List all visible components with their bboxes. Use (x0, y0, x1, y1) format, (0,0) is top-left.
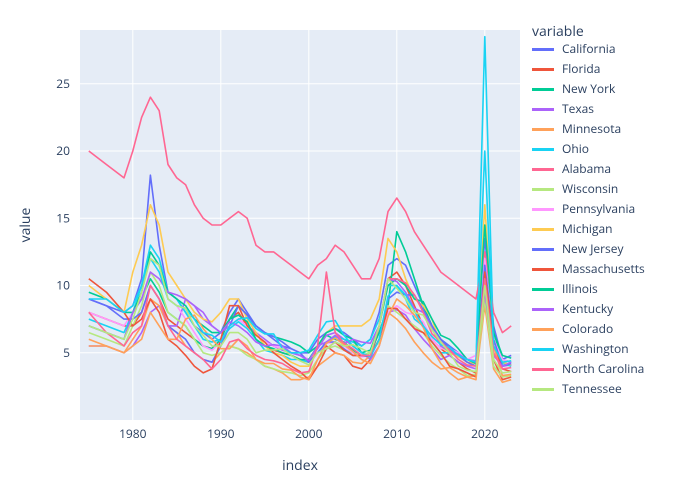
x-tick-label: 2020 (471, 425, 499, 442)
legend-label: Florida (562, 60, 600, 77)
y-tick-label: 5 (63, 344, 70, 361)
y-tick-label: 10 (56, 277, 70, 294)
legend-swatch (532, 168, 554, 171)
chart-container: 1980 1990 2000 2010 2020 5 10 15 20 25 index value v… (0, 0, 700, 500)
legend-swatch (532, 88, 554, 91)
legend-label: Pennsylvania (562, 200, 635, 217)
legend-item-illinois[interactable]: Illinois (532, 280, 598, 297)
legend-label: California (562, 40, 616, 57)
legend-item-north-carolina[interactable]: North Carolina (532, 360, 644, 377)
legend-swatch (532, 328, 554, 331)
legend-swatch (532, 268, 554, 271)
legend-label: Minnesota (562, 120, 621, 137)
y-tick-label: 20 (56, 142, 70, 159)
legend-item-tennessee[interactable]: Tennessee (532, 380, 622, 397)
legend-title: variable (532, 22, 584, 41)
legend-item-alabama[interactable]: Alabama (532, 160, 611, 177)
legend-label: North Carolina (562, 360, 644, 377)
legend-item-colorado[interactable]: Colorado (532, 320, 613, 337)
legend-label: Wisconsin (562, 180, 618, 197)
x-tick-label: 1990 (207, 425, 235, 442)
legend-item-new-york[interactable]: New York (532, 80, 616, 97)
line-chart: 1980 1990 2000 2010 2020 5 10 15 20 25 index value v… (0, 0, 700, 500)
legend-label: Illinois (562, 280, 598, 297)
legend-swatch (532, 48, 554, 51)
legend-label: New Jersey (562, 240, 625, 257)
y-tick-label: 25 (56, 75, 70, 92)
legend-label: Ohio (562, 140, 589, 157)
legend-item-ohio[interactable]: Ohio (532, 140, 589, 157)
legend-swatch (532, 348, 554, 351)
legend-item-massachusetts[interactable]: Massachusetts (532, 260, 645, 277)
legend-item-wisconsin[interactable]: Wisconsin (532, 180, 618, 197)
legend-swatch (532, 68, 554, 71)
legend-swatch (532, 128, 554, 131)
legend-item-california[interactable]: California (532, 40, 616, 57)
legend-swatch (532, 228, 554, 231)
legend-label: New York (562, 80, 616, 97)
legend-label: Tennessee (562, 380, 622, 397)
legend-label: Massachusetts (562, 260, 645, 277)
x-axis-label: index (282, 456, 319, 475)
legend-swatch (532, 188, 554, 191)
legend-label: Michigan (562, 220, 613, 237)
legend-swatch (532, 148, 554, 151)
legend-label: Alabama (562, 160, 611, 177)
legend-swatch (532, 288, 554, 291)
legend-swatch (532, 308, 554, 311)
legend-item-kentucky[interactable]: Kentucky (532, 300, 614, 317)
legend-item-pennsylvania[interactable]: Pennsylvania (532, 200, 635, 217)
legend-label: Texas (562, 100, 594, 117)
legend-swatch (532, 108, 554, 111)
x-tick-label: 2000 (295, 425, 323, 442)
x-tick-label: 2010 (383, 425, 411, 442)
legend-item-michigan[interactable]: Michigan (532, 220, 613, 237)
legend-item-texas[interactable]: Texas (532, 100, 594, 117)
legend-label: Kentucky (562, 300, 614, 317)
legend-swatch (532, 248, 554, 251)
legend-item-minnesota[interactable]: Minnesota (532, 120, 621, 137)
legend-swatch (532, 368, 554, 371)
legend-item-washington[interactable]: Washington (532, 340, 629, 357)
legend-label: Washington (562, 340, 629, 357)
y-axis-label: value (16, 207, 35, 242)
legend-label: Colorado (562, 320, 613, 337)
legend-item-new-jersey[interactable]: New Jersey (532, 240, 625, 257)
legend-swatch (532, 388, 554, 391)
x-tick-label: 1980 (119, 425, 147, 442)
legend-swatch (532, 208, 554, 211)
legend-item-florida[interactable]: Florida (532, 60, 600, 77)
y-tick-label: 15 (56, 209, 70, 226)
